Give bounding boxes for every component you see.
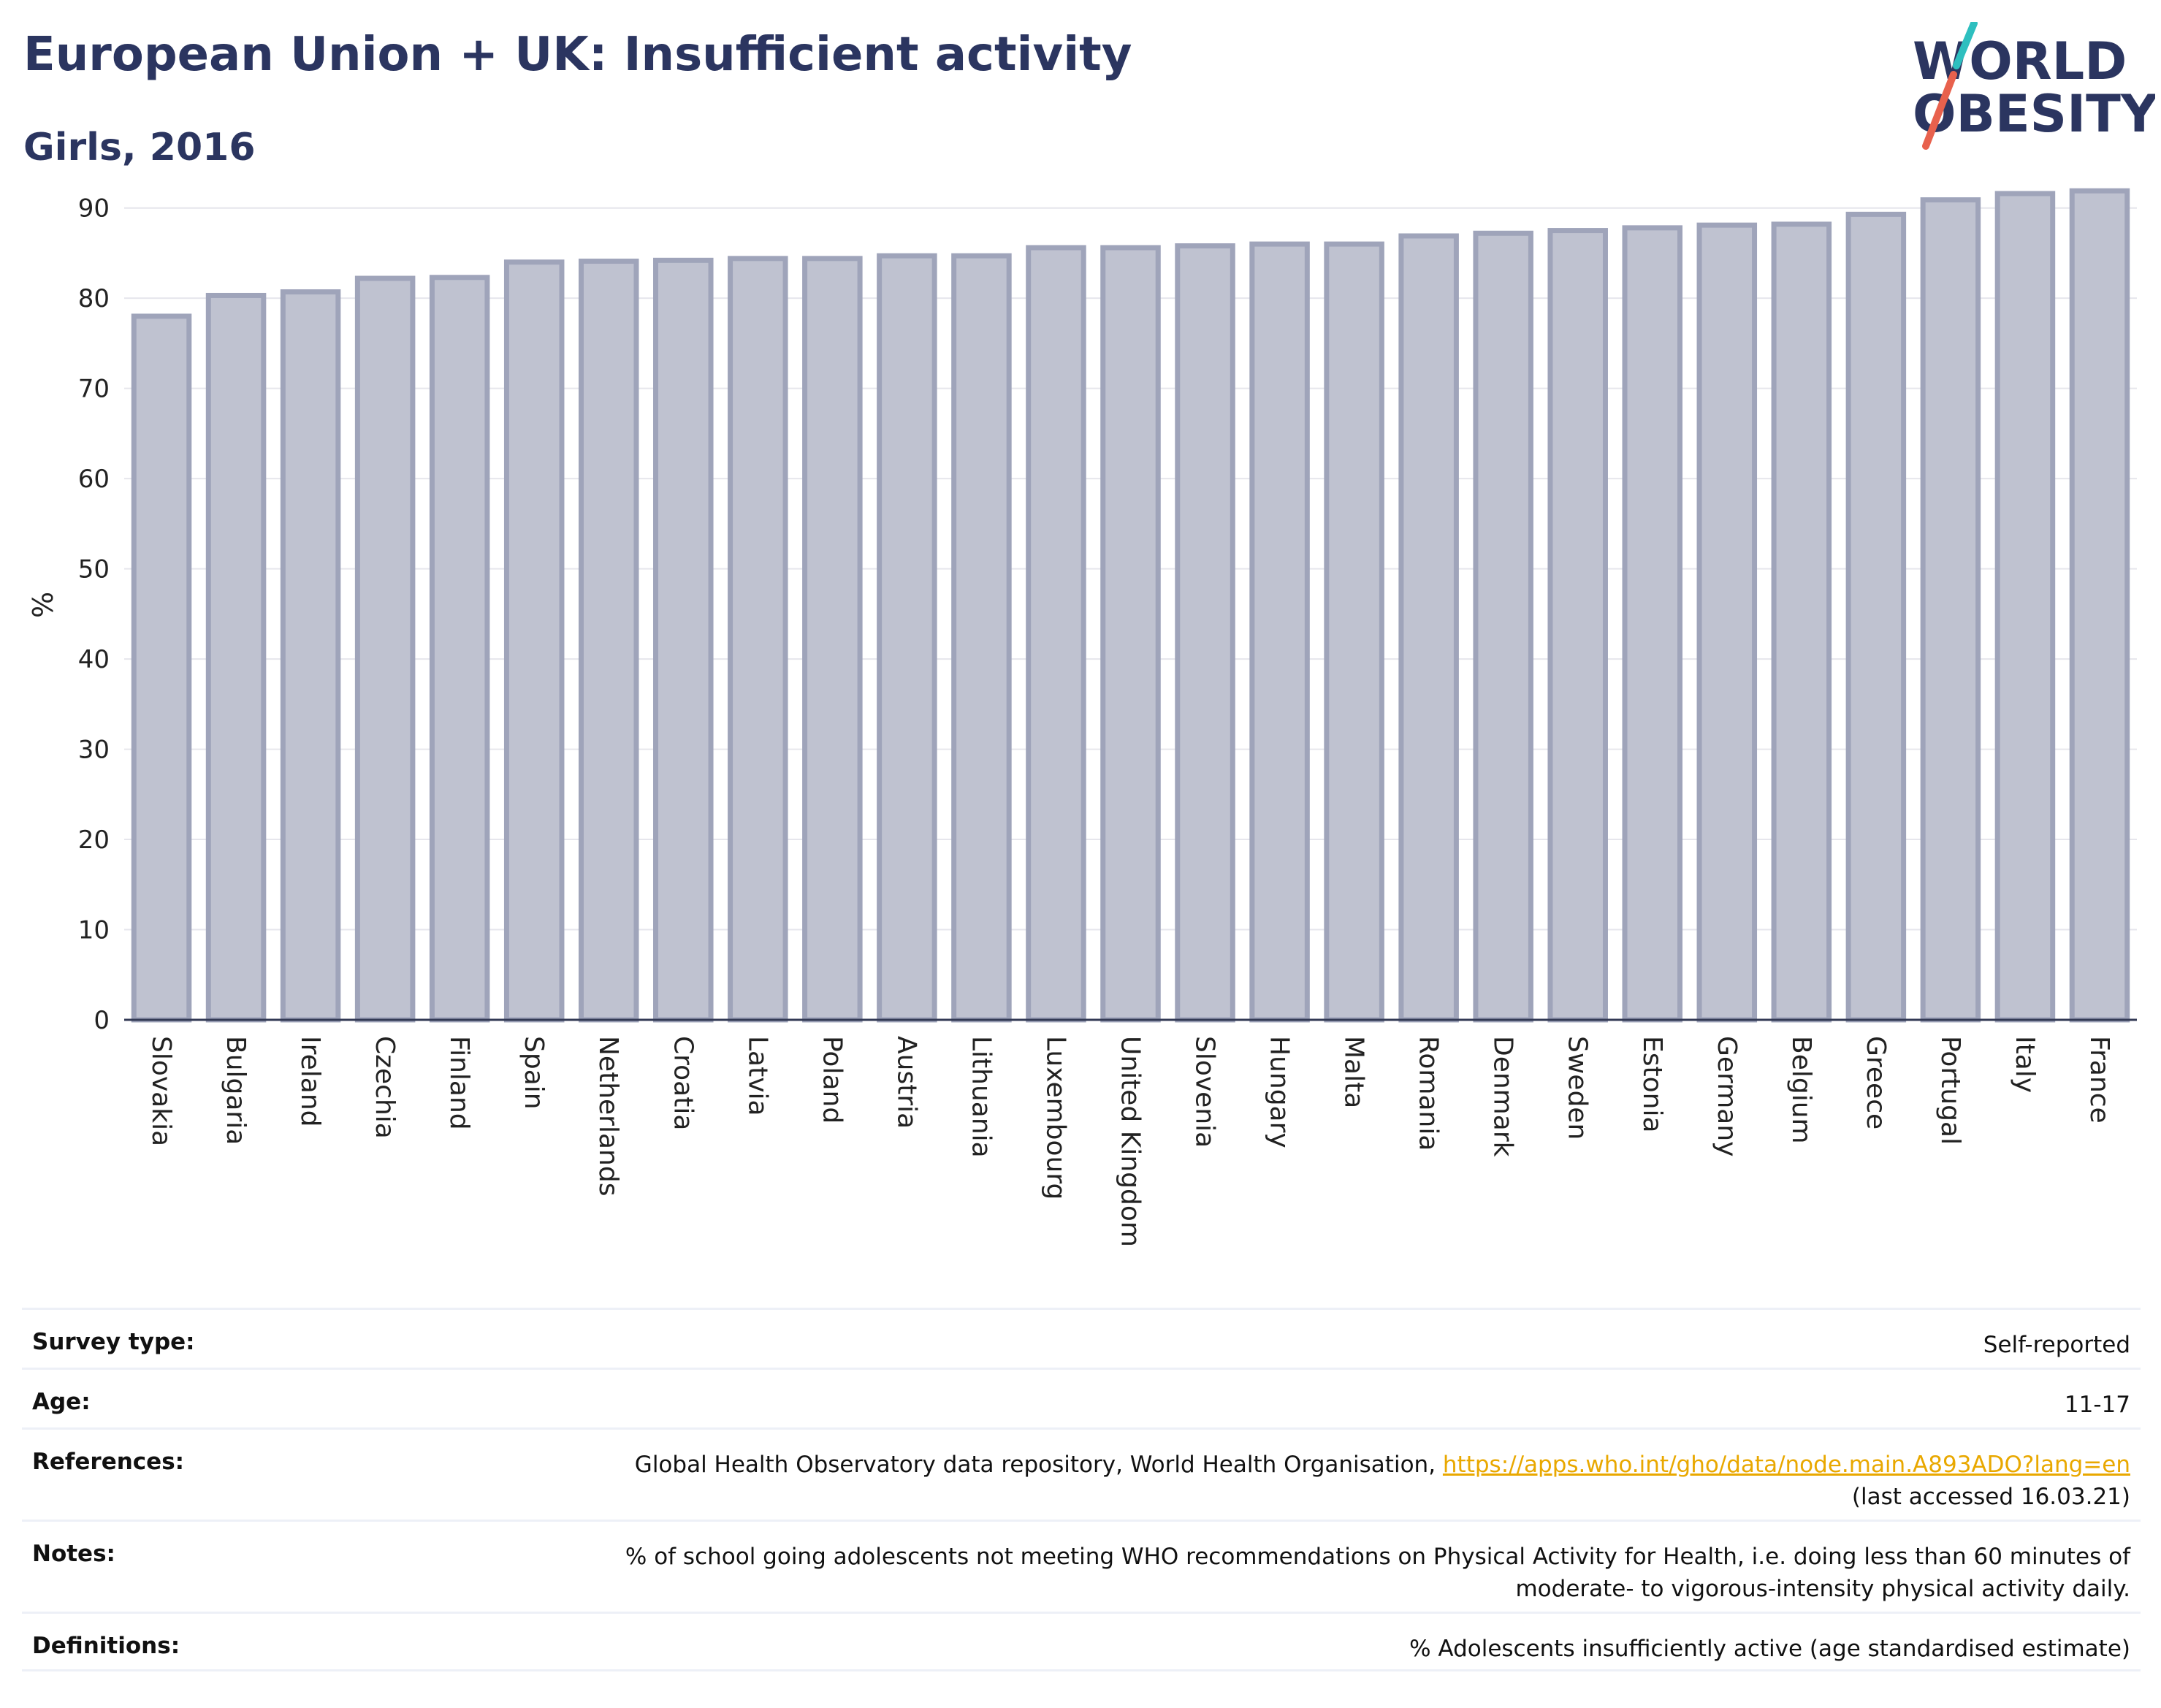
y-tick-label: 0 [94,1006,110,1035]
x-tick-label: Slovakia [146,1036,176,1146]
bar [951,253,1012,1023]
notes-value: % of school going adolescents not meetin… [625,1541,2130,1605]
y-tick-label: 30 [78,736,110,765]
bar [354,275,416,1023]
bar [578,259,639,1023]
x-tick-label: Poland [817,1036,847,1124]
y-tick-label: 80 [78,284,110,313]
bar [1994,191,2056,1023]
x-tick-label: Hungary [1265,1036,1295,1148]
bar [503,259,565,1023]
bar [802,256,863,1023]
bar [653,257,714,1023]
info-row-notes: Notes: % of school going adolescents not… [22,1520,2141,1612]
x-tick-label: Bulgaria [221,1036,251,1145]
x-tick-label: Spain [519,1036,549,1110]
info-table: Survey type: Self-reported Age: 11-17 Re… [22,1308,2141,1671]
x-tick-label: Finland [444,1036,474,1130]
x-tick-label: France [2084,1036,2114,1124]
bar [1547,228,1608,1023]
bar [205,292,267,1023]
notes-line-2: moderate- to vigorous-intensity physical… [1515,1576,2130,1602]
x-tick-label: Slovenia [1190,1036,1220,1148]
references-link[interactable]: https://apps.who.int/gho/data/node.main.… [1442,1452,2130,1478]
x-tick-label: Lithuania [966,1036,996,1158]
x-tick-label: Austria [891,1036,921,1129]
survey-type-label: Survey type: [32,1329,195,1355]
info-row-definitions: Definitions: % Adolescents insufficientl… [22,1612,2141,1671]
bar [1920,197,1981,1023]
bar [1845,211,1907,1023]
bar [1771,221,1832,1023]
bar [877,253,937,1023]
bar [280,289,341,1023]
y-tick-label: 40 [78,645,110,674]
y-tick-label: 10 [78,916,110,945]
bar-chart: 0 10 20 30 40 50 60 70 80 90% Slovakia Bulgaria Irel… [27,188,2137,1247]
x-tick-label: Ireland [295,1036,325,1127]
x-tick-label: Romania [1414,1036,1444,1151]
x-tick-label: Croatia [668,1036,698,1130]
references-value: Global Health Observatory data repositor… [635,1449,2130,1513]
bar [131,313,192,1023]
chart-title: European Union + UK: Insufficient activi… [23,28,1132,82]
bar [1100,245,1161,1023]
y-tick-label: 20 [78,826,110,855]
x-tick-label: Estonia [1637,1036,1667,1133]
bar [2069,188,2130,1023]
age-value: 11-17 [2064,1392,2130,1418]
logo-slash-top [1953,22,1978,69]
bar [1473,230,1533,1023]
logo-slash-bottom [1922,71,1957,150]
survey-type-value: Self-reported [1983,1332,2130,1358]
x-tick-label: Denmark [1488,1036,1518,1157]
bar [1249,241,1310,1023]
definitions-label: Definitions: [32,1633,180,1659]
references-label: References: [32,1449,185,1475]
bar [1696,222,1758,1023]
bar [1324,241,1384,1023]
x-tick-label: Italy [2010,1036,2040,1093]
bar [429,275,490,1023]
x-tick-label: Belgium [1786,1036,1816,1144]
notes-line-1: % of school going adolescents not meetin… [625,1544,2130,1570]
y-tick-label: 60 [78,465,110,494]
references-text: Global Health Observatory data repositor… [634,1452,1443,1478]
notes-label: Notes: [32,1541,115,1567]
logo-word-2: OBESITY [1913,84,2155,144]
chart-subtitle: Girls, 2016 [23,126,256,169]
x-tick-label: Greece [1861,1036,1891,1129]
x-tick-label: Sweden [1563,1036,1593,1140]
world-obesity-logo: WORLD OBESITY [1913,22,2155,150]
info-row-age: Age: 11-17 [22,1368,2141,1427]
info-row-survey-type: Survey type: Self-reported [22,1308,2141,1368]
bar [1398,233,1459,1023]
info-row-references: References: Global Health Observatory da… [22,1427,2141,1520]
y-tick-label: 70 [78,375,110,404]
x-tick-label: Luxembourg [1040,1036,1070,1200]
y-tick-label: 90 [78,194,110,224]
x-tick-label: Latvia [742,1036,772,1116]
bar [728,256,788,1023]
x-tick-label: Malta [1339,1036,1369,1108]
x-tick-label: Netherlands [593,1036,623,1196]
definitions-value: % Adolescents insufficiently active (age… [1409,1636,2130,1662]
x-tick-label: Portugal [1935,1036,1965,1145]
bar [1026,245,1086,1023]
references-suffix: (last accessed 16.03.21) [1851,1484,2130,1510]
bar [1175,243,1235,1023]
bar [1622,225,1683,1023]
x-tick-label: United Kingdom [1116,1036,1146,1247]
y-tick-label: 50 [78,555,110,584]
y-axis-label: % [27,592,59,618]
x-tick-label: Germany [1712,1036,1742,1156]
age-label: Age: [32,1389,91,1415]
x-tick-label: Czechia [370,1036,400,1139]
